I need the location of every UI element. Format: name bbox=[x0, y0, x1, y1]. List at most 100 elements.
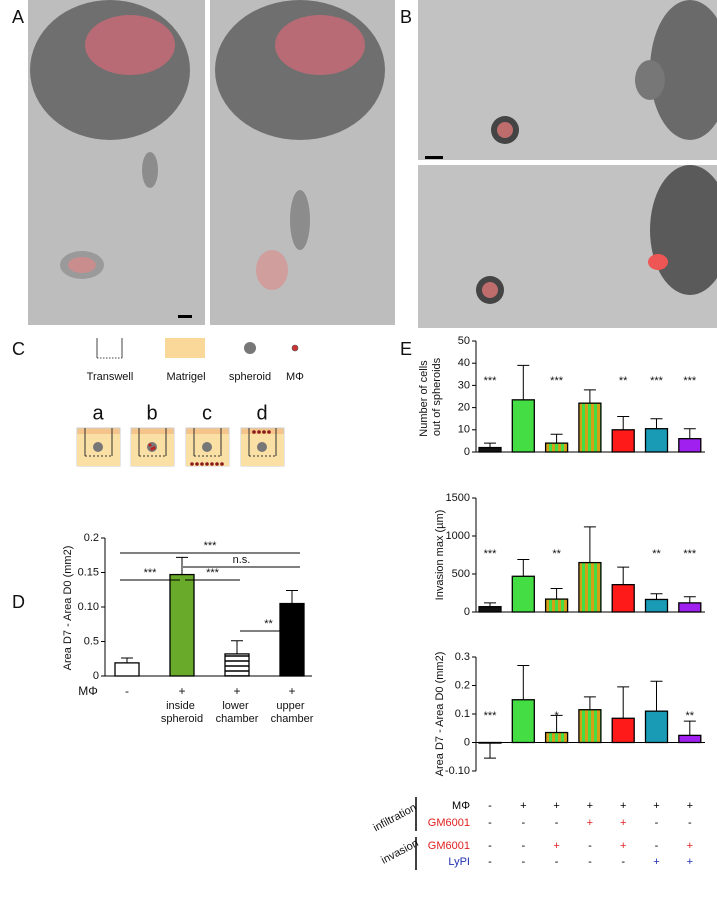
y-tick-label: 500 bbox=[452, 568, 470, 580]
error-bar bbox=[550, 714, 563, 733]
condition-value: - bbox=[488, 800, 492, 812]
diagram-icons bbox=[96, 338, 299, 359]
y-tick-label: 40 bbox=[458, 357, 470, 369]
insert bbox=[248, 428, 277, 456]
macrophage bbox=[195, 462, 199, 466]
condition-value: + bbox=[653, 856, 659, 868]
error-bar bbox=[484, 442, 496, 448]
condition-value: + bbox=[587, 800, 593, 812]
y-tick-label: -0.10 bbox=[445, 765, 470, 777]
x-tick-label: inside spheroid bbox=[161, 700, 203, 725]
significance: *** bbox=[484, 375, 498, 387]
y-tick-label: 0.2 bbox=[84, 532, 99, 544]
group-label: invasion bbox=[379, 837, 420, 867]
significance: *** bbox=[484, 710, 498, 722]
legend-label: spheroid bbox=[229, 371, 271, 383]
y-tick-label: 0.2 bbox=[455, 679, 470, 691]
bar bbox=[678, 438, 702, 453]
y-tick-label: 1000 bbox=[446, 530, 470, 542]
well-label: b bbox=[146, 402, 157, 424]
y-tick-label: 50 bbox=[458, 335, 470, 347]
macrophage bbox=[205, 462, 209, 466]
condition-value: - bbox=[621, 856, 625, 868]
legend-label: Matrigel bbox=[166, 371, 205, 383]
macrophage bbox=[200, 462, 204, 466]
bracket-label: *** bbox=[204, 540, 218, 552]
bar bbox=[578, 709, 602, 744]
bracket-label: n.s. bbox=[233, 554, 251, 566]
significance: *** bbox=[550, 375, 564, 387]
spheroid bbox=[93, 442, 103, 452]
bar bbox=[678, 734, 702, 744]
error-bar bbox=[286, 589, 298, 604]
error-bar bbox=[550, 433, 563, 444]
bracket-label: *** bbox=[144, 567, 158, 579]
macrophage bbox=[257, 430, 261, 434]
legend-label: MΦ bbox=[286, 371, 304, 383]
error-bar bbox=[583, 389, 596, 404]
error-bar bbox=[617, 566, 630, 585]
significance: *** bbox=[484, 548, 498, 560]
bar bbox=[578, 561, 602, 613]
bar bbox=[644, 428, 669, 453]
condition-value: + bbox=[653, 800, 659, 812]
y-tick-label: 20 bbox=[458, 402, 470, 414]
panel-label: D bbox=[12, 592, 25, 612]
y-tick-label: 10 bbox=[458, 424, 470, 436]
condition-value: + bbox=[687, 856, 693, 868]
condition-value: - bbox=[555, 856, 559, 868]
spheroid bbox=[202, 442, 212, 452]
bar bbox=[169, 573, 195, 677]
error-bar bbox=[517, 665, 530, 700]
y-tick-label: 0.10 bbox=[78, 601, 99, 613]
error-bar bbox=[683, 428, 696, 439]
significance: *** bbox=[683, 375, 697, 387]
x-tick-label: lower chamber bbox=[216, 700, 259, 725]
y-tick-label: 1500 bbox=[446, 492, 470, 504]
significance: ** bbox=[619, 375, 628, 387]
error-bar bbox=[683, 596, 696, 603]
macrophage bbox=[267, 430, 271, 434]
insert bbox=[138, 428, 167, 456]
y-axis-label: Area D7 - Area D0 (mm2) bbox=[62, 546, 74, 671]
y-tick-label: 0.3 bbox=[455, 651, 470, 663]
macrophage bbox=[148, 443, 152, 447]
condition-value: - bbox=[488, 817, 492, 829]
macrophage bbox=[252, 430, 256, 434]
row-label: MΦ bbox=[78, 684, 98, 698]
well-label: a bbox=[92, 402, 104, 424]
condition-label: GM6001 bbox=[428, 840, 470, 852]
x-tick-label: upper chamber bbox=[271, 700, 314, 725]
bar bbox=[644, 710, 669, 744]
bar bbox=[478, 606, 502, 613]
panel-label: C bbox=[12, 339, 25, 359]
row-value: + bbox=[233, 684, 240, 698]
bar bbox=[478, 741, 502, 744]
bar bbox=[644, 598, 669, 613]
bar bbox=[544, 598, 569, 613]
significance: ** bbox=[652, 548, 661, 560]
y-axis-label: Invasion max (µm) bbox=[434, 510, 446, 601]
condition-value: + bbox=[587, 817, 593, 829]
condition-label: LyPI bbox=[448, 856, 470, 868]
bar bbox=[678, 602, 702, 613]
spheroid bbox=[257, 442, 267, 452]
error-bar bbox=[176, 556, 188, 575]
macrophage bbox=[210, 462, 214, 466]
error-bar bbox=[617, 686, 630, 719]
condition-value: + bbox=[687, 840, 693, 852]
condition-value: - bbox=[488, 856, 492, 868]
panel-label: B bbox=[400, 7, 412, 27]
condition-value: + bbox=[520, 800, 526, 812]
bar bbox=[511, 575, 535, 613]
y-tick-label: 0 bbox=[464, 736, 470, 748]
y-tick-label: 30 bbox=[458, 379, 470, 391]
bar bbox=[114, 662, 140, 677]
condition-value: + bbox=[687, 800, 693, 812]
bracket-label: ** bbox=[264, 618, 273, 630]
error-bar bbox=[650, 418, 663, 429]
condition-value: + bbox=[553, 840, 559, 852]
panel-label: A bbox=[12, 7, 24, 27]
bar bbox=[578, 402, 602, 453]
